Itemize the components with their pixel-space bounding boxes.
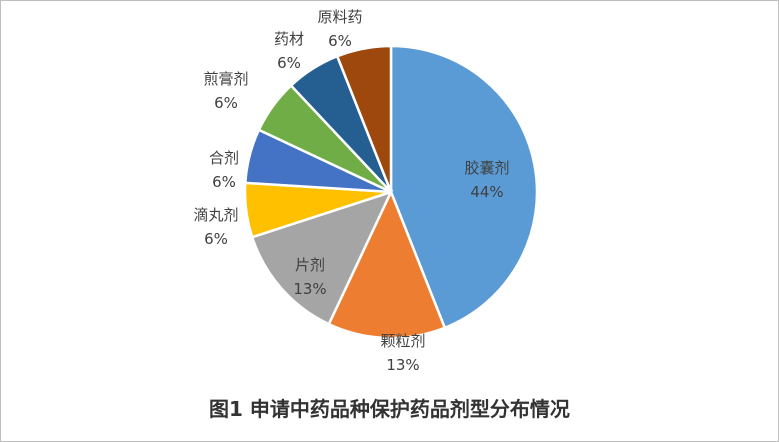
- slice-name-label: 片剂: [295, 256, 325, 274]
- slice-name-label: 合剂: [209, 149, 239, 167]
- pie-slice-2: [327, 188, 447, 340]
- slice-name-label: 颗粒剂: [380, 332, 425, 350]
- pie-slice-8: [335, 44, 393, 193]
- slice-name-label: 原料药: [317, 8, 362, 26]
- slice-value-label: 6%: [214, 94, 238, 112]
- slice-value-label: 13%: [293, 280, 326, 298]
- slice-value-label: 6%: [328, 32, 352, 50]
- slice-value-label: 6%: [277, 54, 301, 72]
- pie-slice-3: [250, 189, 394, 326]
- slice-value-label: 44%: [470, 183, 503, 201]
- pie-slice-1: [389, 44, 539, 330]
- slice-value-label: 6%: [212, 173, 236, 191]
- slice-name-label: 煎膏剂: [203, 70, 248, 88]
- slice-name-label: 药材: [274, 30, 304, 48]
- chart-title: 图1 申请中药品种保护药品剂型分布情况: [209, 397, 570, 421]
- slice-value-label: 13%: [386, 356, 419, 374]
- slice-name-label: 滴丸剂: [193, 206, 238, 224]
- slice-value-label: 6%: [204, 230, 228, 248]
- slice-name-label: 胶囊剂: [464, 159, 509, 177]
